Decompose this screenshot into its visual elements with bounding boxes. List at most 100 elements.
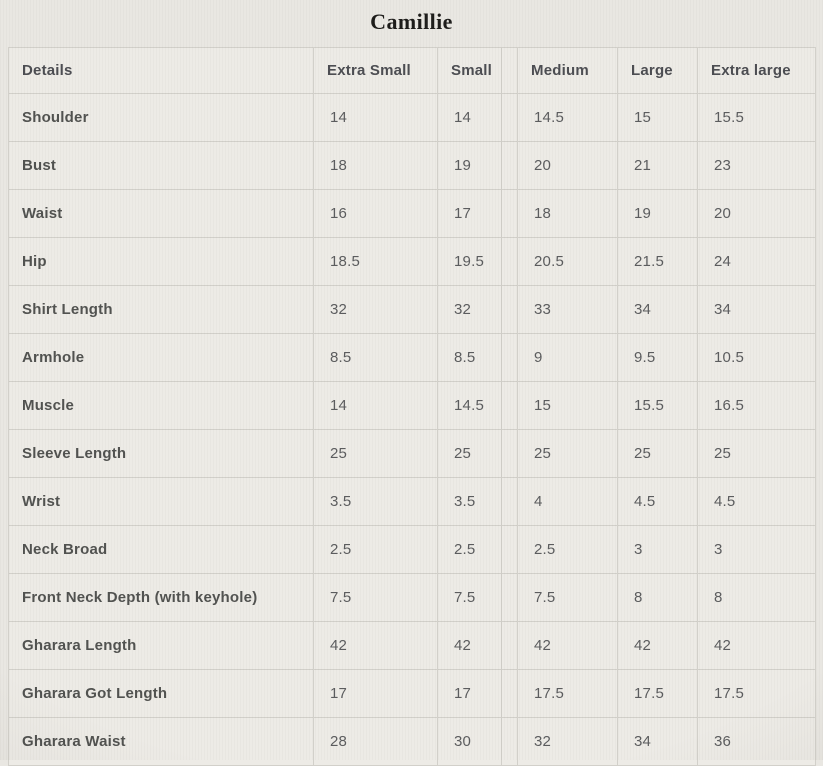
cell: 3 — [697, 525, 816, 574]
cell: 3.5 — [437, 477, 502, 526]
row-label: Gharara Waist — [8, 717, 314, 766]
cell: 2.5 — [437, 525, 502, 574]
row-label: Waist — [8, 189, 314, 238]
cell: 8.5 — [313, 333, 438, 382]
page-title: Camillie — [370, 9, 453, 34]
row-label: Gharara Length — [8, 621, 314, 670]
cell: 20.5 — [517, 237, 618, 286]
cell: 16 — [313, 189, 438, 238]
table-row-shirt-length: Shirt Length 32 32 33 34 34 — [8, 285, 816, 334]
cell: 14.5 — [517, 93, 618, 142]
cell: 42 — [617, 621, 698, 670]
spacer-cell — [501, 573, 518, 622]
table-row-gharara-waist: Gharara Waist 28 30 32 34 36 — [8, 717, 816, 766]
cell: 18.5 — [313, 237, 438, 286]
row-label: Front Neck Depth (with keyhole) — [8, 573, 314, 622]
row-label: Bust — [8, 141, 314, 190]
cell: 25 — [517, 429, 618, 478]
spacer-cell — [501, 477, 518, 526]
cell: 21.5 — [617, 237, 698, 286]
cell: 15 — [617, 93, 698, 142]
spacer-cell — [501, 525, 518, 574]
column-header-small: Small — [437, 47, 502, 94]
cell: 32 — [313, 285, 438, 334]
cell: 25 — [697, 429, 816, 478]
spacer-cell — [501, 141, 518, 190]
row-label: Muscle — [8, 381, 314, 430]
cell: 20 — [697, 189, 816, 238]
row-label: Sleeve Length — [8, 429, 314, 478]
column-header-extra-small: Extra Small — [313, 47, 438, 94]
cell: 17.5 — [617, 669, 698, 718]
cell: 4 — [517, 477, 618, 526]
table-row-gharara-got-length: Gharara Got Length 17 17 17.5 17.5 17.5 — [8, 669, 816, 718]
table-row-neck-broad: Neck Broad 2.5 2.5 2.5 3 3 — [8, 525, 816, 574]
cell: 14 — [313, 381, 438, 430]
table-row-muscle: Muscle 14 14.5 15 15.5 16.5 — [8, 381, 816, 430]
table-row-bust: Bust 18 19 20 21 23 — [8, 141, 816, 190]
table-row-gharara-length: Gharara Length 42 42 42 42 42 — [8, 621, 816, 670]
cell: 7.5 — [517, 573, 618, 622]
cell: 17 — [437, 189, 502, 238]
row-label: Armhole — [8, 333, 314, 382]
cell: 7.5 — [437, 573, 502, 622]
cell: 3 — [617, 525, 698, 574]
cell: 36 — [697, 717, 816, 766]
spacer-cell — [501, 93, 518, 142]
cell: 19 — [437, 141, 502, 190]
row-label: Wrist — [8, 477, 314, 526]
cell: 25 — [617, 429, 698, 478]
cell: 25 — [313, 429, 438, 478]
cell: 32 — [517, 717, 618, 766]
cell: 18 — [313, 141, 438, 190]
cell: 17.5 — [517, 669, 618, 718]
cell: 15 — [517, 381, 618, 430]
spacer-cell — [501, 333, 518, 382]
cell: 42 — [313, 621, 438, 670]
cell: 2.5 — [313, 525, 438, 574]
cell: 20 — [517, 141, 618, 190]
column-header-large: Large — [617, 47, 698, 94]
cell: 34 — [697, 285, 816, 334]
spacer-cell — [501, 237, 518, 286]
cell: 42 — [437, 621, 502, 670]
cell: 15.5 — [617, 381, 698, 430]
cell: 8.5 — [437, 333, 502, 382]
spacer-cell — [501, 381, 518, 430]
cell: 30 — [437, 717, 502, 766]
cell: 17 — [437, 669, 502, 718]
table-row-front-neck-depth: Front Neck Depth (with keyhole) 7.5 7.5 … — [8, 573, 816, 622]
cell: 14 — [313, 93, 438, 142]
cell: 8 — [697, 573, 816, 622]
table-row-shoulder: Shoulder 14 14 14.5 15 15.5 — [8, 93, 816, 142]
cell: 34 — [617, 285, 698, 334]
cell: 28 — [313, 717, 438, 766]
column-header-medium: Medium — [517, 47, 618, 94]
cell: 10.5 — [697, 333, 816, 382]
cell: 8 — [617, 573, 698, 622]
row-label: Shirt Length — [8, 285, 314, 334]
cell: 17 — [313, 669, 438, 718]
cell: 19.5 — [437, 237, 502, 286]
row-label: Hip — [8, 237, 314, 286]
size-chart-table: Details Extra Small Small Medium Large E… — [8, 47, 816, 766]
cell: 16.5 — [697, 381, 816, 430]
cell: 3.5 — [313, 477, 438, 526]
cell: 32 — [437, 285, 502, 334]
spacer-cell — [501, 669, 518, 718]
row-label: Neck Broad — [8, 525, 314, 574]
cell: 9 — [517, 333, 618, 382]
cell: 4.5 — [697, 477, 816, 526]
spacer-cell — [501, 429, 518, 478]
row-label: Shoulder — [8, 93, 314, 142]
cell: 42 — [697, 621, 816, 670]
spacer-cell — [501, 285, 518, 334]
cell: 14 — [437, 93, 502, 142]
cell: 23 — [697, 141, 816, 190]
cell: 24 — [697, 237, 816, 286]
table-row-armhole: Armhole 8.5 8.5 9 9.5 10.5 — [8, 333, 816, 382]
column-header-details: Details — [8, 47, 314, 94]
table-row-waist: Waist 16 17 18 19 20 — [8, 189, 816, 238]
table-row-wrist: Wrist 3.5 3.5 4 4.5 4.5 — [8, 477, 816, 526]
cell: 25 — [437, 429, 502, 478]
